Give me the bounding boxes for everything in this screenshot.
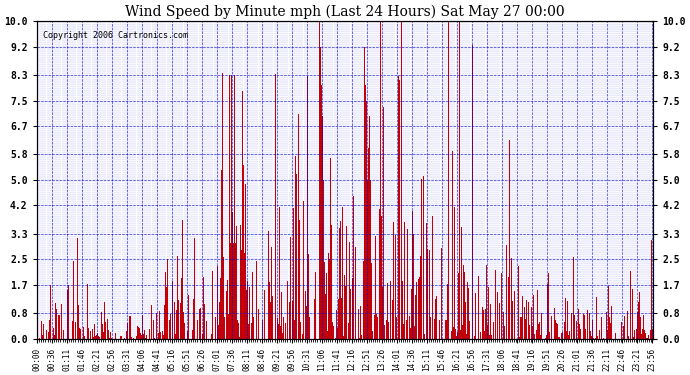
Title: Wind Speed by Minute mph (Last 24 Hours) Sat May 27 00:00: Wind Speed by Minute mph (Last 24 Hours)… [125,4,565,18]
Text: Copyright 2006 Cartronics.com: Copyright 2006 Cartronics.com [43,31,188,40]
